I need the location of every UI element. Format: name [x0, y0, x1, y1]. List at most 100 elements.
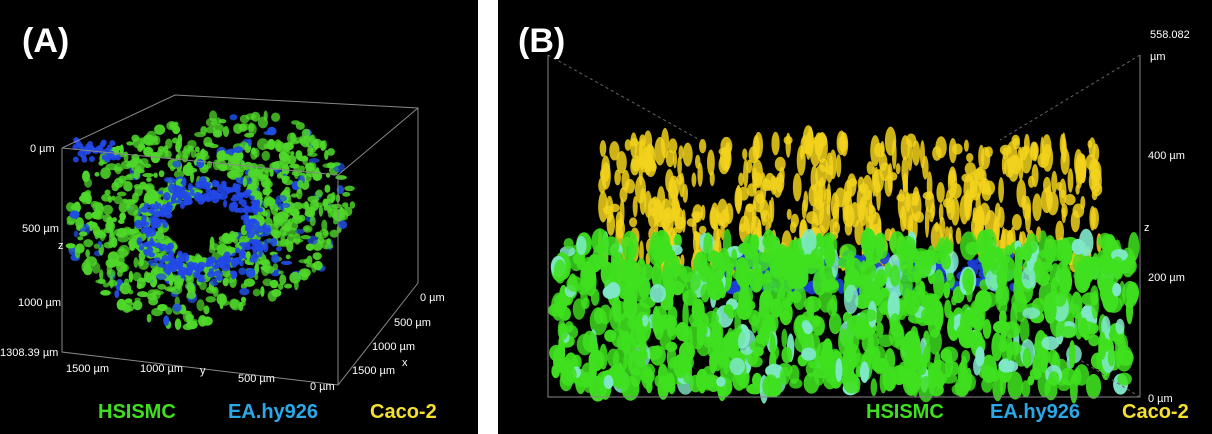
cell-blob — [146, 246, 154, 254]
cell-blob — [197, 277, 206, 283]
cell-blob — [964, 189, 973, 221]
cell-blob — [894, 338, 908, 351]
cell-blob — [336, 185, 345, 195]
cell-blob — [215, 275, 223, 281]
cell-blob — [836, 154, 842, 178]
cell-blob — [131, 134, 140, 142]
cell-blob — [914, 250, 930, 270]
cell-blob — [658, 363, 668, 384]
cell-blob — [685, 356, 694, 369]
cell-blob — [342, 191, 351, 197]
cell-blob — [1041, 336, 1060, 351]
cell-blob — [919, 140, 925, 169]
cell-blob — [838, 255, 850, 269]
cell-blob — [879, 162, 891, 181]
cell-blob — [673, 233, 682, 248]
cell-blob — [200, 148, 206, 161]
cell-blob — [835, 358, 843, 383]
cell-blob — [158, 170, 165, 178]
cell-blob — [151, 220, 158, 229]
cell-blob — [761, 314, 775, 338]
cell-blob — [238, 122, 251, 131]
z-tick: 200 µm — [1148, 272, 1185, 284]
cell-blob — [285, 254, 291, 260]
cell-blob — [554, 294, 571, 307]
cell-blob — [1101, 234, 1114, 254]
cell-blob — [121, 300, 134, 307]
cell-blob — [272, 263, 279, 271]
cell-blob — [128, 270, 134, 283]
cell-blob — [308, 158, 320, 163]
cell-blob — [735, 184, 742, 215]
cell-blob — [943, 236, 950, 256]
cell-blob — [980, 291, 998, 308]
cell-blob — [115, 233, 123, 238]
cell-blob — [250, 238, 261, 247]
cell-blob — [126, 173, 137, 179]
cell-blob — [859, 309, 878, 322]
cell-blob — [781, 328, 788, 348]
cell-blob — [1097, 272, 1109, 292]
cell-blob — [754, 172, 763, 189]
cell-blob — [255, 199, 261, 208]
cell-blob — [165, 204, 171, 210]
cell-blob — [300, 234, 311, 240]
cell-blob — [630, 132, 638, 158]
cell-blob — [1060, 326, 1077, 339]
cell-blob — [254, 229, 259, 235]
cell-blob — [84, 211, 93, 220]
cell-blob — [323, 200, 328, 211]
y-tick: 1000 µm — [140, 363, 183, 375]
cell-blob — [261, 150, 271, 161]
cell-blob — [1011, 134, 1020, 146]
cell-blob — [599, 140, 607, 157]
cell-blob — [142, 242, 150, 247]
cell-blob — [566, 275, 583, 292]
cell-blob — [674, 207, 684, 234]
cell-blob — [257, 207, 264, 213]
cell-blob — [106, 216, 114, 226]
cell-blob — [843, 374, 861, 394]
cell-blob — [940, 348, 952, 362]
cell-blob — [262, 242, 269, 253]
cell-blob — [1003, 157, 1015, 178]
cell-blob — [866, 161, 874, 175]
cell-blob — [114, 154, 121, 161]
cell-blob — [278, 150, 288, 161]
cell-blob — [232, 167, 244, 178]
cell-blob — [307, 152, 318, 157]
cell-blob — [924, 206, 930, 238]
cell-blob — [1005, 341, 1022, 356]
cell-blob — [838, 135, 848, 152]
cell-blob — [295, 228, 305, 235]
cell-blob — [276, 143, 282, 152]
legend-item: HSISMC — [866, 401, 944, 423]
cell-blob — [992, 371, 1004, 402]
cell-blob — [279, 274, 287, 286]
cell-blob — [563, 238, 574, 250]
cell-blob — [184, 310, 192, 316]
cell-blob — [326, 193, 336, 203]
cell-blob — [114, 290, 120, 298]
cell-blob — [789, 378, 803, 389]
cell-blob — [103, 241, 115, 249]
cell-blob — [138, 143, 146, 150]
cell-blob — [311, 138, 323, 149]
cell-blob — [1007, 371, 1023, 400]
cell-blob — [293, 165, 299, 173]
cell-blob — [170, 165, 175, 172]
cell-blob — [94, 172, 100, 177]
cell-blob — [1112, 282, 1122, 297]
cell-blob — [843, 180, 853, 203]
cell-blob — [211, 179, 219, 188]
cell-blob — [83, 239, 94, 248]
cell-blob — [145, 272, 153, 284]
cell-blob — [769, 248, 786, 278]
cell-blob — [699, 265, 714, 283]
cell-blob — [326, 162, 336, 169]
cell-blob — [233, 146, 244, 154]
cell-blob — [616, 151, 627, 174]
cell-blob — [349, 201, 356, 209]
cell-blob — [1027, 375, 1035, 386]
cell-blob — [205, 126, 216, 134]
